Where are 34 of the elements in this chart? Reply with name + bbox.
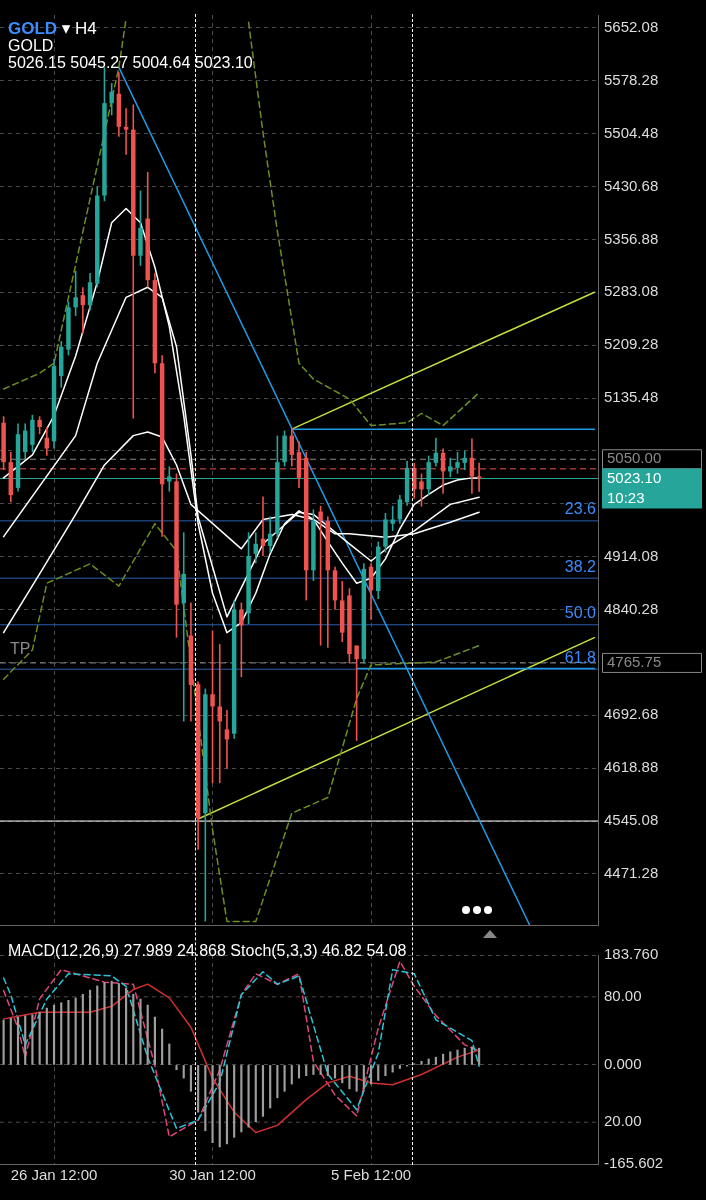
y-tick-label: 0.000 xyxy=(604,1055,642,1073)
ref-line-label: 4765.75 xyxy=(607,653,662,671)
x-tick-label: 26 Jan 12:00 xyxy=(10,1166,98,1184)
y-tick-label: 5135.48 xyxy=(604,388,659,406)
ref-line-label: 5023.10 10:23 xyxy=(607,468,662,506)
chart-title: MACD(12,26,9) 27.989 24.868 Stoch(5,3,3) 46.82 54.08 xyxy=(8,942,407,960)
chart-title: GOLD ▾ H4 xyxy=(8,19,97,38)
x-tick-label: 5 Feb 12:00 xyxy=(331,1166,412,1184)
y-tick-label: 183.760 xyxy=(604,945,659,963)
text: GOLD xyxy=(8,37,54,55)
y-tick-label: 4618.88 xyxy=(604,758,659,776)
y-tick-label: 4692.68 xyxy=(604,705,659,723)
y-tick-label: 5209.28 xyxy=(604,335,659,353)
annotation: 61.8 xyxy=(564,648,597,666)
y-tick-label: 4840.28 xyxy=(604,599,659,617)
y2-tick-label: 20.00 xyxy=(604,1112,642,1130)
y-tick-label: 4914.08 xyxy=(604,546,659,564)
y-tick-label: 5283.08 xyxy=(604,282,659,300)
y-tick-label: 5504.48 xyxy=(604,123,659,141)
y-tick-label: 5430.68 xyxy=(604,176,659,194)
y-tick-label: 4545.08 xyxy=(604,811,659,829)
annotation: 38.2 xyxy=(564,557,597,575)
annotation: 50.0 xyxy=(564,604,597,622)
annotation: 5026.15 5045.27 5004.64 5023.10 xyxy=(8,54,253,72)
annotation: TP xyxy=(10,640,31,658)
y-tick-label: 5652.08 xyxy=(604,17,659,35)
y-tick-label: 5578.28 xyxy=(604,70,659,88)
y-tick-label: -165.602 xyxy=(604,1154,664,1172)
x-tick-label: 30 Jan 12:00 xyxy=(169,1166,256,1184)
y-tick-label: 5356.88 xyxy=(604,229,659,247)
y-tick-label: 4471.28 xyxy=(604,864,659,882)
annotation: 23.6 xyxy=(564,500,597,518)
ref-line-label: 5050.00 xyxy=(607,449,662,467)
y2-tick-label: 80.00 xyxy=(604,986,642,1004)
